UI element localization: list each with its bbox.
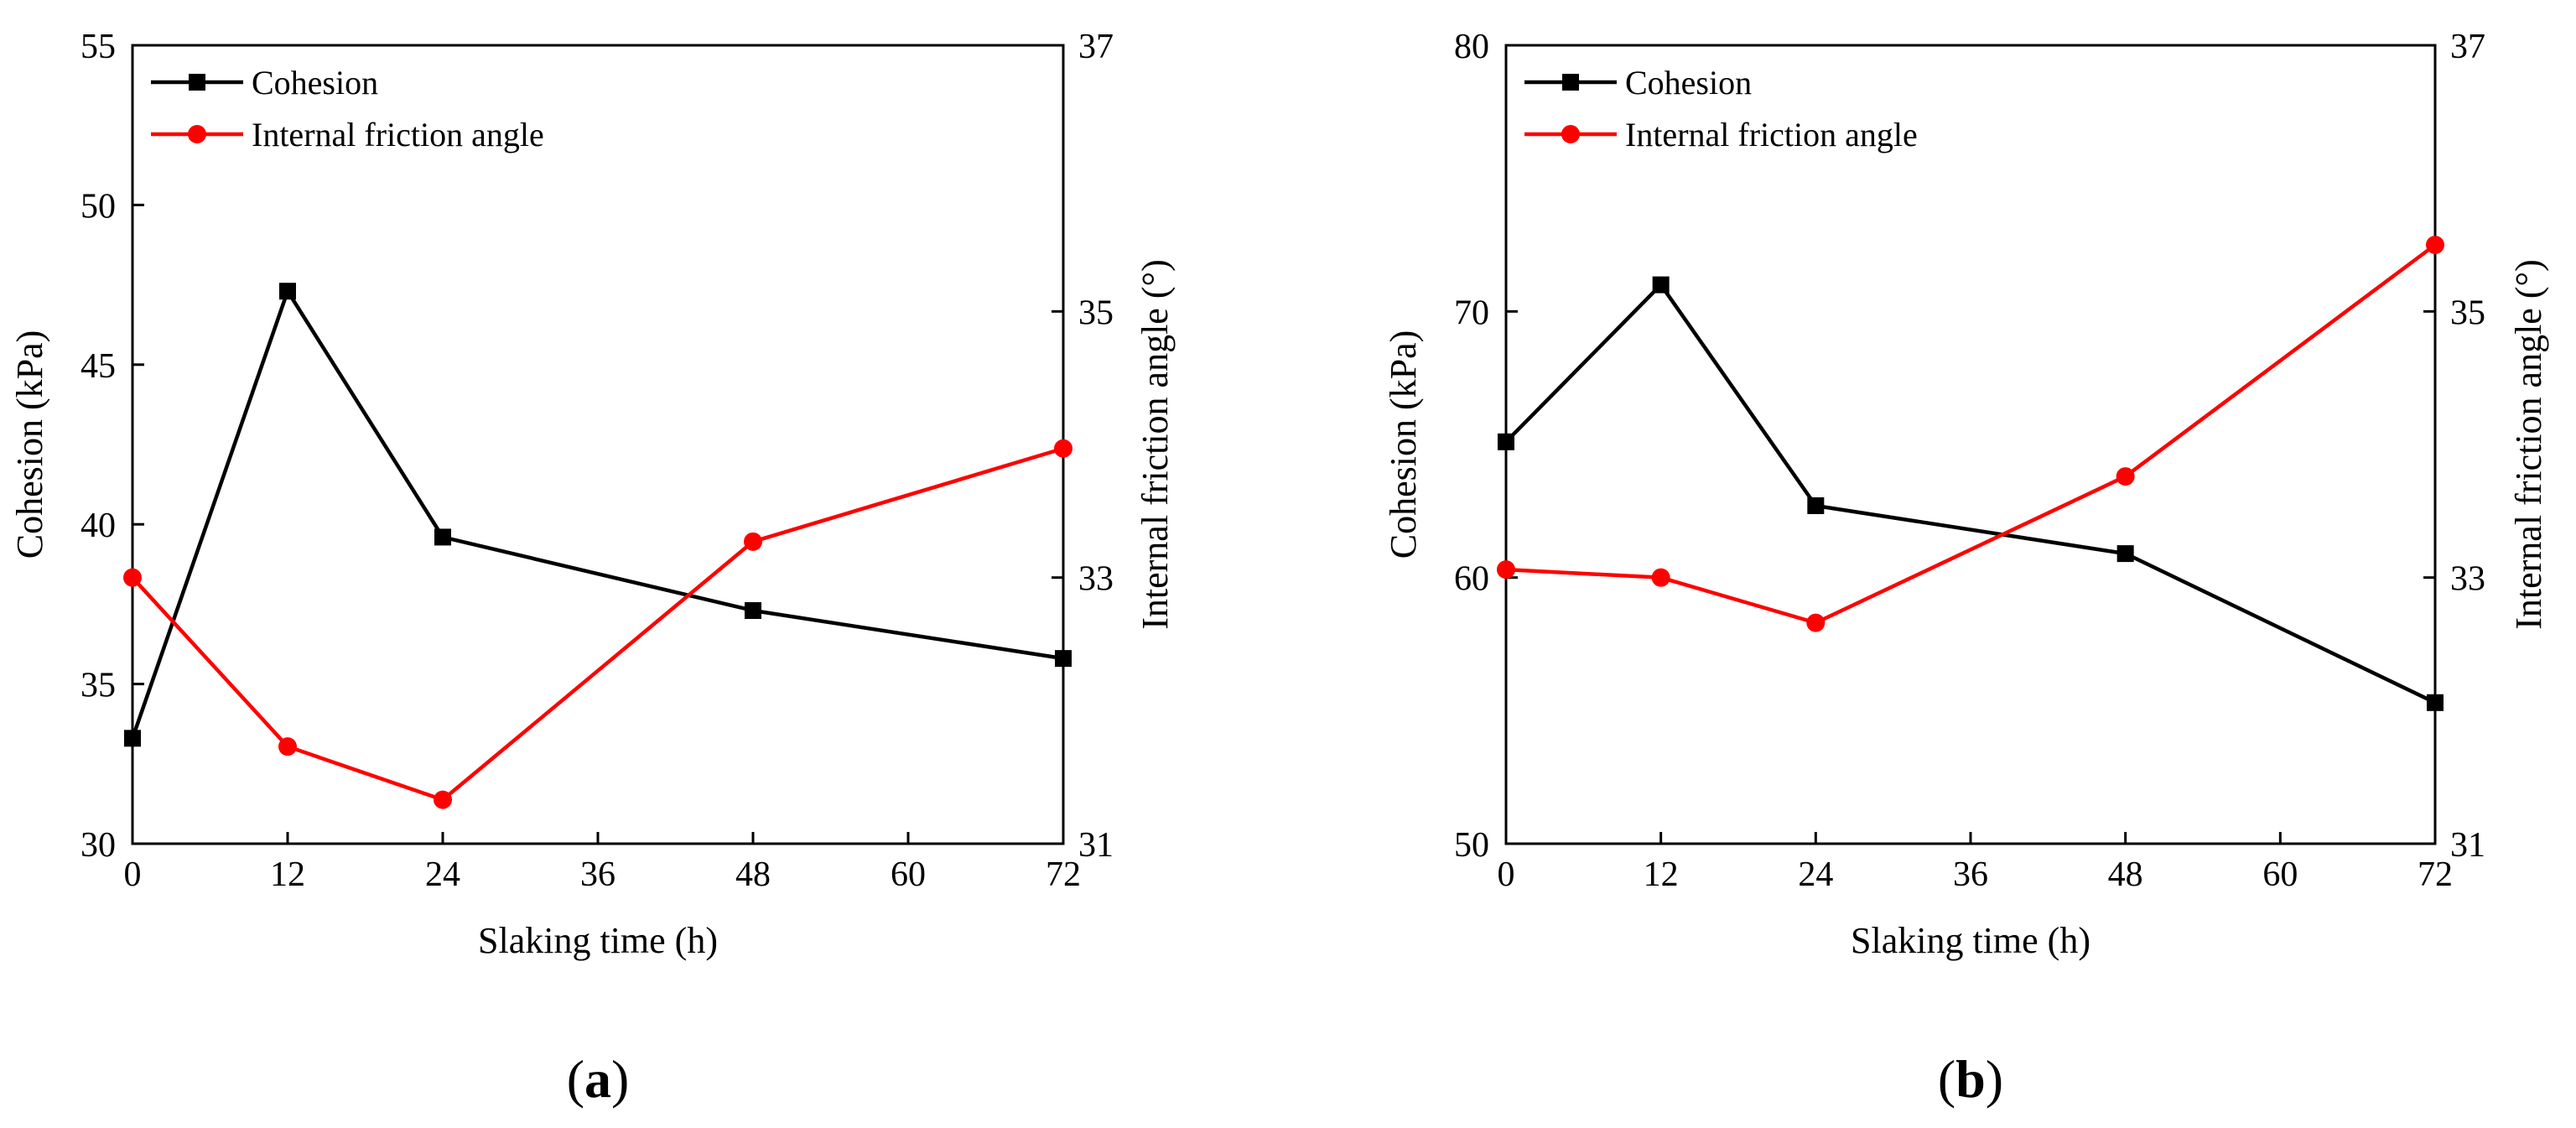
legend-label: Cohesion	[1625, 64, 1752, 101]
caption-letter: a	[584, 1049, 611, 1109]
caption-paren-close: )	[611, 1049, 629, 1109]
y2-tick-label: 33	[1078, 560, 1114, 599]
data-point-cohesion	[124, 730, 141, 747]
data-point-friction-angle	[278, 737, 297, 756]
y-tick-label: 30	[80, 826, 116, 865]
data-point-cohesion	[1807, 496, 1825, 514]
x-tick-label: 48	[735, 855, 771, 894]
x-tick-label: 12	[270, 855, 305, 894]
y-tick-label: 35	[80, 667, 116, 705]
legend-marker-circle	[188, 125, 206, 143]
data-point-friction-angle	[1806, 613, 1826, 632]
y2-tick-label: 37	[2450, 28, 2485, 66]
caption-paren-open: (	[1938, 1049, 1955, 1109]
x-tick-label: 72	[1046, 855, 1081, 894]
data-point-friction-angle	[123, 568, 142, 587]
y-tick-label: 55	[80, 28, 116, 66]
y-tick-label: 70	[1454, 294, 1489, 332]
data-point-cohesion	[2116, 545, 2134, 563]
panel-b: 0 12 24 36 48 60 72 50 60 70 80 31 33 35 37 Slaking tim…	[1383, 28, 2549, 1109]
caption-letter: b	[1955, 1049, 1986, 1109]
legend-marker-square	[189, 74, 205, 91]
data-point-friction-angle	[1651, 568, 1670, 587]
legend-marker-square	[1562, 74, 1579, 91]
data-point-cohesion	[2427, 694, 2444, 711]
x-tick-label: 24	[425, 855, 460, 894]
x-axis-title: Slaking time (h)	[1851, 920, 2090, 961]
data-point-cohesion	[1055, 650, 1072, 668]
y2-tick-label: 31	[1078, 826, 1114, 865]
series-line-friction-angle	[131, 446, 1064, 802]
x-axis-title: Slaking time (h)	[478, 920, 718, 961]
panel-caption: (b)	[1938, 1049, 2003, 1109]
y-tick-label: 50	[80, 187, 116, 226]
y-tick-label: 60	[1454, 560, 1489, 599]
y2-tick-label: 33	[2450, 560, 2485, 599]
legend-label: Internal friction angle	[252, 116, 544, 153]
data-point-cohesion	[745, 602, 761, 620]
y-tick-label: 45	[80, 347, 116, 386]
y2-tick-label: 35	[2450, 294, 2485, 332]
caption-paren-close: )	[1986, 1049, 2003, 1109]
x-tick-label: 60	[891, 855, 926, 894]
y-axis-title: Cohesion (kPa)	[1383, 330, 1424, 559]
y-tick-label: 40	[80, 507, 116, 545]
data-point-friction-angle	[1497, 560, 1515, 580]
data-point-cohesion	[1652, 276, 1670, 294]
data-point-friction-angle	[2426, 236, 2444, 254]
x-tick-label: 36	[1953, 855, 1988, 894]
legend-label: Cohesion	[252, 64, 378, 101]
panel-a: 0 12 24 36 48 60 72 30 35 40 45 50 55 31 33 35 37 Slaking…	[9, 28, 1176, 1109]
x-tick-label: 24	[1798, 855, 1833, 894]
legend-label: Internal friction angle	[1625, 116, 1918, 153]
y2-tick-label: 35	[1078, 294, 1114, 332]
x-tick-label: 0	[1498, 855, 1515, 894]
x-tick-label: 12	[1644, 855, 1679, 894]
plot-frame	[131, 44, 1065, 845]
y2-tick-label: 31	[2450, 826, 2485, 865]
panel-caption: (a)	[567, 1049, 630, 1109]
data-point-cohesion	[434, 528, 451, 546]
x-tick-label: 48	[2108, 855, 2143, 894]
x-tick-label: 72	[2418, 855, 2453, 894]
data-point-friction-angle	[2116, 467, 2135, 486]
y2-tick-label: 37	[1078, 28, 1114, 66]
data-point-cohesion	[1498, 433, 1514, 450]
data-point-cohesion	[279, 283, 296, 300]
data-point-friction-angle	[1054, 439, 1072, 458]
y-axis-title: Cohesion (kPa)	[9, 330, 50, 559]
plot-frame	[1504, 44, 2437, 845]
caption-paren-open: (	[567, 1049, 584, 1109]
data-point-friction-angle	[744, 532, 762, 551]
x-tick-label: 36	[580, 855, 615, 894]
data-point-friction-angle	[434, 790, 452, 809]
y2-axis-title: Internal friction angle (°)	[1135, 259, 1176, 630]
x-tick-label: 0	[124, 855, 142, 894]
legend-marker-circle	[1561, 125, 1580, 143]
y-tick-label: 50	[1454, 826, 1489, 865]
y-tick-label: 80	[1454, 28, 1489, 66]
y2-axis-title: Internal friction angle (°)	[2508, 259, 2549, 630]
x-tick-label: 60	[2262, 855, 2298, 894]
